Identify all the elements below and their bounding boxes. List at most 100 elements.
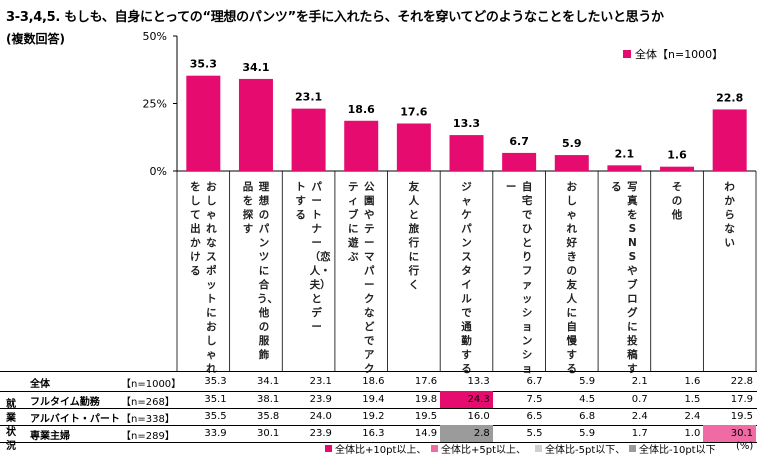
category-label: 理想のパンツに合う、他の服飾 (256, 181, 278, 361)
table-cell: 33.9 (204, 428, 227, 439)
legend-swatch (623, 50, 631, 58)
bar-chart: 0% 25% 50% 35.3 34.1 23.1 18.6 17.6 13.3 6.7 5.9 2.… (143, 30, 757, 372)
unit-label: (%) (736, 441, 754, 452)
footnote-label: 全体比+10pt以上、 (335, 445, 427, 456)
bar-value-label: 5.9 (562, 137, 582, 150)
bar (607, 165, 642, 171)
row-sample-size: 【n=268】 (121, 397, 175, 408)
footnote-label: 全体比-5pt以下、 (545, 445, 626, 456)
category-label: 自宅でひとりファッションショ (521, 181, 533, 375)
table-cell: 34.1 (256, 376, 280, 387)
table-cell: 30.1 (256, 428, 280, 439)
bar (554, 155, 589, 171)
table-cell: 19.8 (414, 394, 438, 405)
table-cell: 6.8 (579, 411, 596, 422)
table-cell: 22.8 (730, 376, 753, 387)
row-label: 専業主婦 (30, 431, 70, 442)
table-cell: 0.7 (631, 394, 648, 405)
table-rule (0, 425, 757, 426)
category-label: その他 (671, 181, 683, 221)
bar-value-label: 13.3 (453, 117, 480, 130)
table-cell: 2.8 (440, 425, 493, 442)
bar-value-label: 23.1 (295, 91, 322, 104)
footnote-swatch (629, 445, 636, 452)
table-cell: 7.5 (526, 394, 543, 405)
table-row: 専業主婦 【n=289】 33.9 30.1 23.9 16.3 14.9 2.8 5.5 5.9… (0, 425, 762, 442)
bar-value-label: 1.6 (667, 149, 687, 162)
bar (291, 108, 326, 171)
table-row: 全体 【n=1000】 35.3 34.1 23.1 18.6 17.6 13.3 6.7 5.9… (0, 373, 762, 390)
footnote-swatch (431, 445, 438, 452)
table-rule (0, 391, 757, 392)
table-cell: 1.0 (684, 428, 701, 439)
row-label: 全体 (30, 379, 50, 390)
bar (712, 109, 747, 171)
footnote-swatch (325, 445, 332, 452)
bar (660, 166, 695, 171)
table-cell: 23.9 (309, 394, 332, 405)
footnote-swatch (535, 445, 542, 452)
table-cell: 35.5 (204, 411, 227, 422)
category-label: をして出かける (190, 181, 201, 277)
footnote-key: 全体比+10pt以上、 (325, 441, 426, 456)
category-label: 写真をSNSやブログに投稿す (627, 181, 638, 375)
table-row: アルバイト・パート 【n=338】 35.5 35.8 24.0 19.2 19.5 16.0… (0, 408, 762, 425)
table-cell: 23.1 (309, 376, 332, 387)
category-label: 品を探す (242, 181, 254, 235)
table-cell: 1.7 (631, 428, 648, 439)
category-label: ジャケパンスタイルで通勤する (461, 181, 472, 375)
table-cell: 1.6 (684, 376, 701, 387)
footnote-label: 全体比+5pt以上、 (441, 445, 527, 456)
table-cell: 18.6 (362, 376, 385, 387)
bar-value-label: 6.7 (509, 135, 529, 148)
category-label: わからない (724, 181, 735, 249)
bar (238, 78, 273, 171)
table-cell: 35.3 (204, 376, 227, 387)
y-tick-label: 50% (143, 30, 167, 43)
table-cell: 2.4 (631, 411, 648, 422)
category-label: おしゃれ好きの友人に自慢する (566, 181, 578, 375)
row-label: アルバイト・パート (30, 414, 120, 425)
table-cell: 19.2 (362, 411, 385, 422)
chart-title: 3-3,4,5. もしも、自身にとっての“理想のパンツ”を手に入れたら、それを穿… (6, 10, 664, 25)
table-rule (0, 442, 757, 443)
table-cell: 35.1 (204, 394, 227, 405)
table-cell: 2.1 (631, 376, 648, 387)
bar (344, 120, 379, 171)
category-label: 公園やテーマパークなどでアク (363, 181, 375, 375)
footnote-key: 全体比-10pt以下 (629, 441, 716, 456)
bar (396, 123, 431, 171)
table-cell: 1.5 (684, 394, 701, 405)
table-cell: 5.9 (579, 428, 596, 439)
table-row: フルタイム勤務 【n=268】 35.1 38.1 23.9 19.4 19.8 24.3 7.… (0, 391, 762, 408)
category-label: る (611, 181, 622, 193)
table-cell: 17.6 (414, 376, 438, 387)
table-cell: 24.3 (440, 391, 493, 408)
bar-value-label: 2.1 (615, 147, 635, 160)
table-rule (0, 371, 757, 372)
category-label: おしゃれなスポットにおしゃれ (206, 181, 217, 375)
bar (502, 152, 537, 171)
table-cell: 19.5 (730, 411, 753, 422)
table-cell: 5.9 (579, 376, 596, 387)
table-cell: 5.5 (526, 428, 543, 439)
table-cell: 35.8 (256, 411, 280, 422)
y-tick-label: 0% (150, 165, 167, 178)
table-cell: 16.0 (467, 411, 490, 422)
table-cell: 4.5 (579, 394, 596, 405)
chart-subtitle: (複数回答) (6, 32, 65, 46)
table-cell: 23.9 (309, 428, 332, 439)
bar-value-label: 17.6 (400, 105, 427, 118)
row-sample-size: 【n=338】 (121, 414, 175, 425)
table-side-label: 就業状況 (6, 399, 16, 452)
row-sample-size: 【n=1000】 (121, 379, 182, 390)
legend: 全体【n=1000】 (623, 46, 723, 62)
legend-label: 全体【n=1000】 (635, 48, 724, 61)
table-cell: 24.0 (309, 411, 332, 422)
y-tick-label: 25% (143, 98, 167, 111)
table-cell: 14.9 (414, 428, 438, 439)
row-sample-size: 【n=289】 (121, 431, 175, 442)
bar-value-label: 18.6 (348, 103, 375, 116)
category-label: 友人と旅行に行く (408, 181, 420, 291)
table-cell: 6.5 (526, 411, 543, 422)
